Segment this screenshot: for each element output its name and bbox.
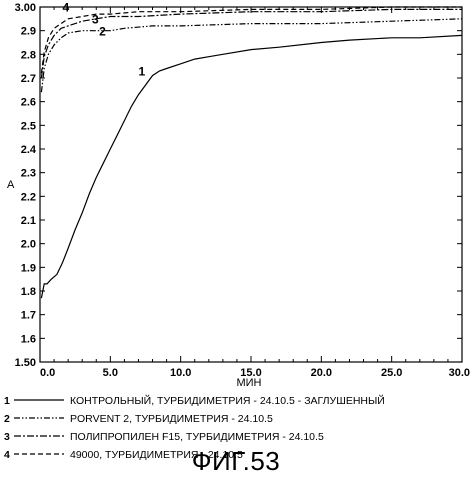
curve-label-3: 3 [92, 13, 99, 27]
legend-label-1: КОНТРОЛЬНЫЙ, ТУРБИДИМЕТРИЯ - 24.10.5 - З… [70, 394, 385, 407]
series-line-3 [41, 9, 462, 78]
y-tick-label: 2.4 [21, 144, 37, 156]
y-tick-label: 1.6 [21, 333, 36, 345]
figure-caption: ФИГ.53 [0, 446, 472, 477]
curve-label-1: 1 [138, 65, 145, 79]
legend-number-1: 1 [4, 395, 10, 407]
x-axis: 0.05.010.015.020.025.030.0 [40, 7, 470, 379]
y-tick-label: 2.7 [21, 73, 36, 85]
y-tick-label: 2.3 [21, 168, 36, 180]
y-axis: 1.50 1.6 1.7 1.8 1.9 2.0 2.1 2.2 2.3 2.4 2.5 2.6 2.7… [15, 2, 462, 369]
curve-label-2: 2 [99, 24, 106, 38]
series-layer [41, 7, 462, 298]
y-tick-label: 1.9 [21, 262, 36, 274]
y-tick-label: 2.1 [21, 215, 36, 227]
y-axis-title: A [7, 179, 15, 191]
y-tick-label: 1.7 [21, 310, 36, 322]
y-tick-label: 2.2 [21, 191, 36, 203]
y-tick-label: 3.00 [15, 2, 36, 14]
y-tick-label: 2.6 [21, 97, 36, 109]
x-axis-title: МИН [236, 377, 261, 389]
y-tick-label: 1.50 [15, 357, 36, 369]
x-tick-label: 30.0 [449, 367, 470, 379]
legend-number-3: 3 [4, 431, 10, 443]
curve-label-4: 4 [63, 1, 70, 15]
plot-frame [40, 7, 462, 362]
x-tick-label: 0.0 [40, 367, 55, 379]
x-tick-label: 10.0 [170, 367, 191, 379]
y-tick-label: 2.8 [21, 49, 36, 61]
x-tick-label: 20.0 [311, 367, 332, 379]
y-tick-label: 1.8 [21, 286, 36, 298]
legend-label-3: ПОЛИПРОПИЛЕН F15, ТУРБИДИМЕТРИЯ - 24.10.… [70, 431, 324, 443]
y-tick-label: 2.0 [21, 239, 36, 251]
x-tick-label: 25.0 [381, 367, 402, 379]
series-line-1 [41, 35, 462, 298]
y-tick-label: 2.9 [21, 26, 36, 38]
plot-border [40, 7, 462, 362]
legend-number-2: 2 [4, 413, 10, 425]
y-tick-label: 2.5 [21, 120, 36, 132]
legend-label-2: PORVENT 2, ТУРБИДИМЕТРИЯ - 24.10.5 [70, 413, 273, 425]
x-tick-label: 5.0 [103, 367, 118, 379]
